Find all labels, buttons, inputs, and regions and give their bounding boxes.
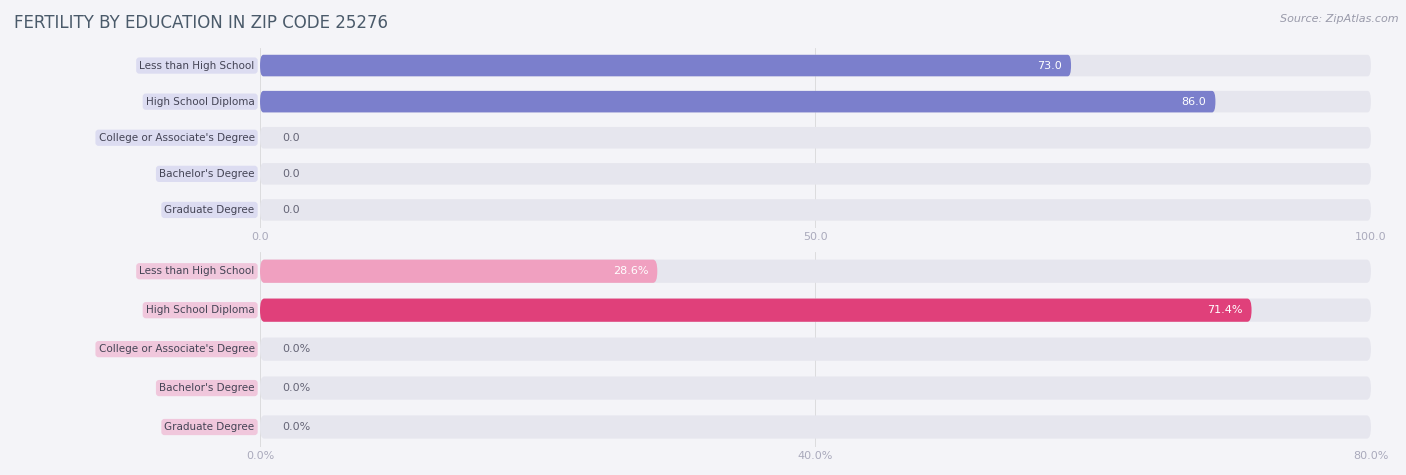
FancyBboxPatch shape — [260, 199, 1371, 221]
Text: 0.0: 0.0 — [283, 205, 299, 215]
FancyBboxPatch shape — [260, 260, 1371, 283]
Text: 0.0%: 0.0% — [283, 383, 311, 393]
FancyBboxPatch shape — [260, 55, 1071, 76]
Text: 0.0%: 0.0% — [283, 344, 311, 354]
Text: 0.0%: 0.0% — [283, 422, 311, 432]
FancyBboxPatch shape — [260, 55, 1371, 76]
Text: 71.4%: 71.4% — [1208, 305, 1243, 315]
FancyBboxPatch shape — [260, 338, 1371, 361]
FancyBboxPatch shape — [260, 163, 1371, 185]
Text: Graduate Degree: Graduate Degree — [165, 422, 254, 432]
FancyBboxPatch shape — [260, 260, 658, 283]
Text: 86.0: 86.0 — [1181, 96, 1206, 107]
FancyBboxPatch shape — [260, 377, 1371, 399]
Text: Graduate Degree: Graduate Degree — [165, 205, 254, 215]
FancyBboxPatch shape — [260, 91, 1371, 113]
Text: FERTILITY BY EDUCATION IN ZIP CODE 25276: FERTILITY BY EDUCATION IN ZIP CODE 25276 — [14, 14, 388, 32]
Text: High School Diploma: High School Diploma — [146, 96, 254, 107]
FancyBboxPatch shape — [260, 299, 1371, 322]
Text: 0.0: 0.0 — [283, 133, 299, 143]
Text: Less than High School: Less than High School — [139, 266, 254, 276]
Text: Source: ZipAtlas.com: Source: ZipAtlas.com — [1281, 14, 1399, 24]
Text: 28.6%: 28.6% — [613, 266, 648, 276]
FancyBboxPatch shape — [260, 299, 1251, 322]
FancyBboxPatch shape — [260, 91, 1215, 113]
Text: High School Diploma: High School Diploma — [146, 305, 254, 315]
Text: College or Associate's Degree: College or Associate's Degree — [98, 133, 254, 143]
Text: Bachelor's Degree: Bachelor's Degree — [159, 383, 254, 393]
Text: Less than High School: Less than High School — [139, 60, 254, 71]
FancyBboxPatch shape — [260, 416, 1371, 438]
FancyBboxPatch shape — [260, 127, 1371, 149]
Text: College or Associate's Degree: College or Associate's Degree — [98, 344, 254, 354]
Text: 0.0: 0.0 — [283, 169, 299, 179]
Text: Bachelor's Degree: Bachelor's Degree — [159, 169, 254, 179]
Text: 73.0: 73.0 — [1038, 60, 1062, 71]
